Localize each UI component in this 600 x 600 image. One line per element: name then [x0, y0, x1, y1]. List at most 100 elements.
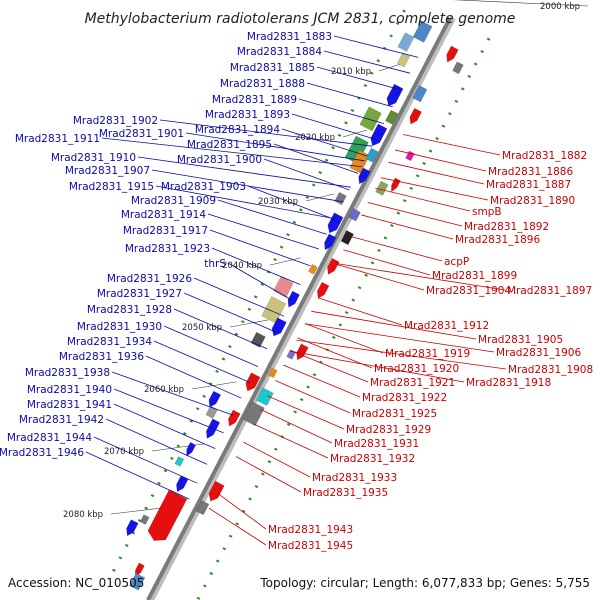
gene-label-forward[interactable]: Mrad2831_1893: [205, 109, 290, 121]
gene-block[interactable]: [139, 514, 150, 525]
gene-block[interactable]: [412, 85, 428, 103]
gene-arrow[interactable]: [324, 233, 337, 251]
gene-label-forward[interactable]: Mrad2831_1914: [121, 209, 206, 221]
gene-block[interactable]: [452, 61, 464, 75]
gene-label-forward[interactable]: Mrad2831_1911: [15, 133, 100, 145]
gene-block[interactable]: [195, 500, 210, 516]
gene-label-reverse[interactable]: Mrad2831_1922: [362, 392, 447, 404]
gene-label-forward[interactable]: Mrad2831_1889: [212, 94, 297, 106]
gene-label-reverse[interactable]: Mrad2831_1899: [432, 270, 517, 282]
gene-block[interactable]: [242, 401, 265, 427]
gene-label-reverse[interactable]: Mrad2831_1887: [486, 179, 571, 191]
gene-block[interactable]: [359, 106, 382, 132]
gene-arrow[interactable]: [186, 441, 197, 457]
gene-label-reverse[interactable]: Mrad2831_1929: [346, 424, 431, 436]
gene-block[interactable]: [397, 32, 415, 52]
gene-label-forward[interactable]: Mrad2831_1940: [27, 384, 112, 396]
gene-block[interactable]: [255, 387, 274, 406]
gene-label-reverse[interactable]: Mrad2831_1912: [404, 320, 489, 332]
gene-arrow[interactable]: [386, 83, 404, 107]
gene-label-reverse[interactable]: Mrad2831_1918: [466, 377, 551, 389]
gene-block[interactable]: [129, 572, 146, 591]
gene-arrow[interactable]: [317, 281, 330, 299]
gene-block[interactable]: [334, 191, 347, 206]
gene-arrow[interactable]: [296, 343, 309, 361]
gene-label-forward[interactable]: Mrad2831_1946: [0, 447, 84, 459]
gene-arrow[interactable]: [446, 45, 459, 63]
gene-label-forward[interactable]: Mrad2831_1942: [19, 414, 104, 426]
gene-label-forward[interactable]: Mrad2831_1923: [125, 243, 210, 255]
gene-label-forward[interactable]: Mrad2831_1888: [220, 78, 305, 90]
gene-block[interactable]: [375, 180, 389, 196]
gene-label-reverse[interactable]: Mrad2831_1905: [478, 334, 563, 346]
gene-block[interactable]: [365, 147, 379, 163]
gene-block[interactable]: [273, 276, 294, 298]
gene-label-reverse[interactable]: Mrad2831_1906: [496, 347, 581, 359]
gene-block[interactable]: [405, 150, 415, 162]
gene-label-reverse[interactable]: Mrad2831_1920: [374, 363, 459, 375]
gene-block[interactable]: [261, 296, 287, 324]
gene-label-forward[interactable]: Mrad2831_1928: [87, 304, 172, 316]
gene-label-forward[interactable]: Mrad2831_1885: [230, 62, 315, 74]
gene-block[interactable]: [349, 149, 371, 174]
gene-label-reverse[interactable]: acpP: [444, 256, 469, 268]
gene-label-forward[interactable]: Mrad2831_1917: [123, 225, 208, 237]
gene-arrow[interactable]: [327, 212, 344, 234]
gene-block[interactable]: [205, 405, 218, 419]
gene-label-forward[interactable]: Mrad2831_1900: [177, 154, 262, 166]
gene-label-forward[interactable]: Mrad2831_1915: [69, 181, 154, 193]
gene-arrow[interactable]: [208, 480, 225, 502]
gene-label-forward[interactable]: Mrad2831_1941: [27, 399, 112, 411]
gene-label-forward[interactable]: Mrad2831_1938: [25, 367, 110, 379]
gene-label-reverse[interactable]: Mrad2831_1931: [334, 438, 419, 450]
gene-label-reverse[interactable]: Mrad2831_1943: [268, 524, 353, 536]
gene-arrow[interactable]: [409, 107, 422, 125]
gene-label-forward[interactable]: Mrad2831_1910: [51, 152, 136, 164]
gene-arrow[interactable]: [287, 290, 300, 308]
gene-block[interactable]: [174, 456, 185, 467]
gene-arrow[interactable]: [358, 167, 371, 185]
gene-block[interactable]: [267, 367, 278, 379]
gene-label-reverse[interactable]: Mrad2831_1892: [464, 221, 549, 233]
gene-arrow[interactable]: [370, 123, 388, 147]
gene-label-reverse[interactable]: Mrad2831_1882: [502, 150, 587, 162]
gene-label-reverse[interactable]: smpB: [472, 206, 502, 218]
gene-label-forward[interactable]: Mrad2831_1930: [77, 321, 162, 333]
gene-label-forward[interactable]: Mrad2831_1934: [67, 336, 152, 348]
gene-label-forward[interactable]: Mrad2831_1884: [237, 46, 322, 58]
gene-arrow[interactable]: [228, 409, 241, 427]
gene-label-reverse[interactable]: Mrad2831_1945: [268, 540, 353, 552]
gene-label-forward[interactable]: Mrad2831_1895: [187, 139, 272, 151]
gene-arrow[interactable]: [327, 257, 340, 275]
gene-label-forward[interactable]: Mrad2831_1902: [73, 115, 158, 127]
gene-label-reverse[interactable]: Mrad2831_1933: [312, 472, 397, 484]
gene-arrow[interactable]: [245, 372, 261, 392]
gene-label-reverse[interactable]: Mrad2831_1886: [488, 166, 573, 178]
gene-label-reverse[interactable]: Mrad2831_1897: [507, 285, 592, 297]
gene-label-forward[interactable]: Mrad2831_1944: [7, 432, 92, 444]
gene-label-forward[interactable]: thrS: [204, 258, 226, 270]
gene-label-reverse[interactable]: Mrad2831_1908: [508, 364, 593, 376]
gene-block[interactable]: [340, 230, 354, 246]
gene-label-reverse[interactable]: Mrad2831_1919: [385, 348, 470, 360]
gene-label-forward[interactable]: Mrad2831_1903: [161, 181, 246, 193]
gene-arrow[interactable]: [126, 519, 139, 537]
gene-arrow[interactable]: [135, 562, 145, 578]
gene-label-forward[interactable]: Mrad2831_1907: [65, 165, 150, 177]
gene-label-reverse[interactable]: Mrad2831_1896: [455, 234, 540, 246]
gene-block[interactable]: [308, 263, 318, 275]
gene-label-reverse[interactable]: Mrad2831_1904: [426, 285, 511, 297]
gene-arrow[interactable]: [271, 317, 287, 337]
gene-label-forward[interactable]: Mrad2831_1936: [59, 351, 144, 363]
gene-label-reverse[interactable]: Mrad2831_1921: [370, 377, 455, 389]
gene-label-forward[interactable]: Mrad2831_1894: [195, 124, 280, 136]
gene-label-reverse[interactable]: Mrad2831_1890: [490, 195, 575, 207]
gene-label-forward[interactable]: Mrad2831_1927: [97, 288, 182, 300]
gene-label-reverse[interactable]: Mrad2831_1935: [303, 487, 388, 499]
gene-arrow[interactable]: [208, 390, 222, 408]
gene-label-forward[interactable]: Mrad2831_1883: [247, 31, 332, 43]
gene-label-forward[interactable]: Mrad2831_1909: [131, 195, 216, 207]
gene-label-forward[interactable]: Mrad2831_1926: [107, 273, 192, 285]
gene-label-reverse[interactable]: Mrad2831_1925: [352, 408, 437, 420]
gene-label-reverse[interactable]: Mrad2831_1932: [330, 453, 415, 465]
